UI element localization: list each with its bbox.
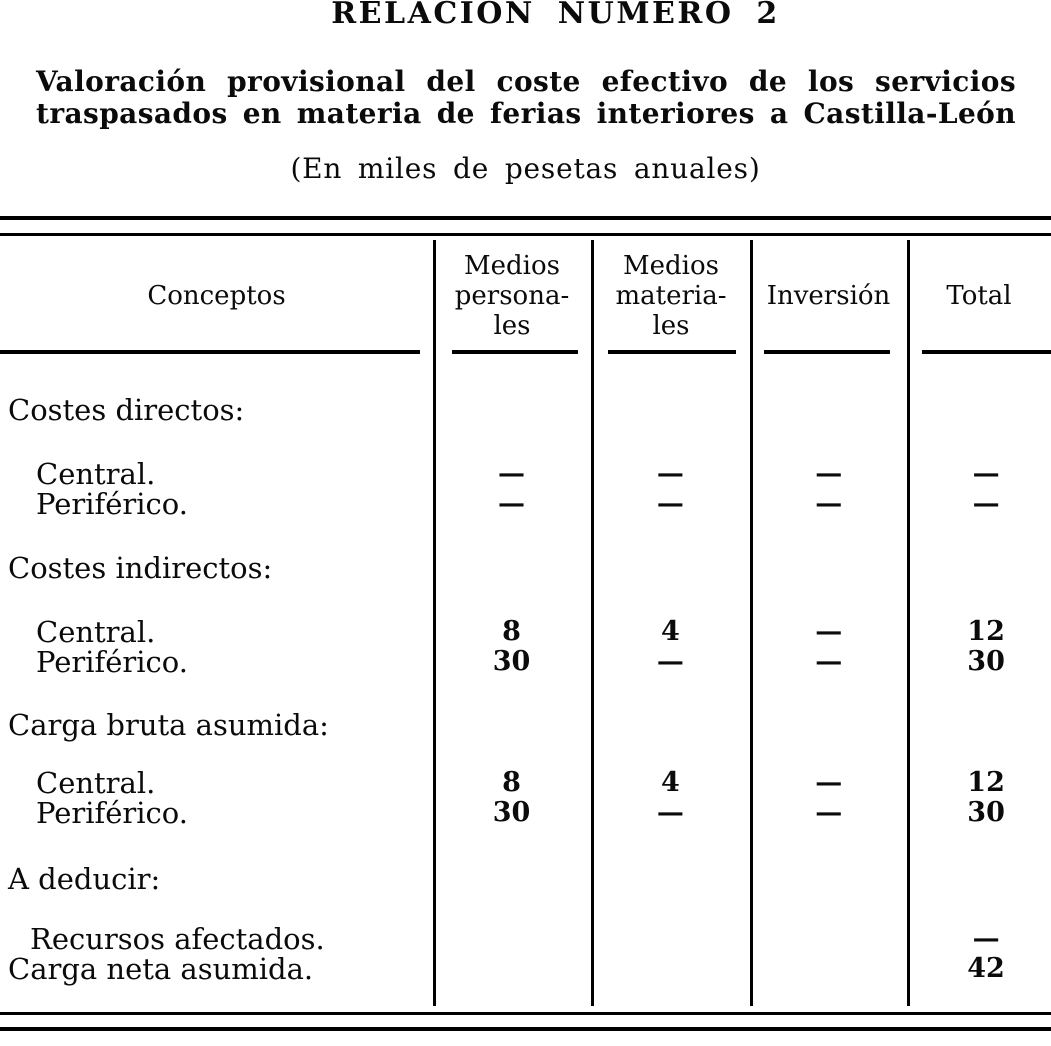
table-row: Central. 8 4 — 12 [0, 615, 1051, 649]
column-divider-4 [907, 240, 910, 1006]
section-heading-a-deducir: A deducir: [8, 862, 161, 896]
table-row: Recursos afectados. — [0, 922, 1051, 956]
table-row: Periférico. 30 — — 30 [0, 645, 1051, 679]
cell-medios-materiales [590, 954, 750, 984]
row-label: Periférico. [36, 487, 188, 521]
row-label: Recursos afectados. [30, 922, 325, 956]
cell-inversion [750, 954, 907, 984]
cell-medios-materiales: — [656, 458, 684, 489]
cell-total: 12 [967, 616, 1005, 647]
cell-inversion [750, 924, 907, 954]
cell-total: — [972, 458, 1000, 489]
section-heading-costes-directos: Costes directos: [8, 393, 245, 427]
header-total: Total [946, 281, 1012, 311]
cell-total: 42 [967, 953, 1005, 984]
header-conceptos: Conceptos [147, 281, 286, 311]
cell-inversion: — [815, 616, 843, 647]
row-label: Central. [36, 615, 156, 649]
header-medios-personales-line-3: les [493, 311, 531, 341]
header-underline-inversion [764, 350, 890, 354]
cell-total: 30 [967, 646, 1005, 677]
header-inversion: Inversión [766, 281, 891, 311]
column-divider-3 [750, 240, 753, 1006]
header-underline-total [922, 350, 1051, 354]
cell-inversion: — [815, 767, 843, 798]
section-heading-carga-bruta: Carga bruta asumida: [8, 708, 329, 742]
table-row: Central. — — — — [0, 457, 1051, 491]
row-label: Carga neta asumida. [8, 952, 314, 986]
table-row: Central. 8 4 — 12 [0, 766, 1051, 800]
cell-inversion: — [815, 458, 843, 489]
cell-medios-personales: — [498, 488, 526, 519]
cell-medios-personales: — [498, 458, 526, 489]
column-divider-2 [591, 240, 594, 1006]
header-medios-materiales: Medios materia- les [591, 251, 751, 341]
cell-medios-personales [433, 924, 591, 954]
header-underline-medios-materiales [608, 350, 736, 354]
cell-total: — [972, 488, 1000, 519]
table-bottom-double-rule [0, 1012, 1051, 1031]
cell-inversion: — [815, 488, 843, 519]
header-medios-personales-line-1: Medios [464, 251, 560, 281]
table-top-double-rule [0, 216, 1051, 236]
document-subtitle: Valoración provisional del coste efectiv… [36, 66, 1016, 130]
cell-medios-materiales: — [656, 797, 684, 828]
table-row: Periférico. 30 — — 30 [0, 796, 1051, 830]
row-label: Central. [36, 766, 156, 800]
cell-total: 12 [967, 767, 1005, 798]
document-title: RELACIÓN NUMERO 2 [331, 0, 780, 31]
cell-inversion: — [815, 797, 843, 828]
table-row: Carga neta asumida. 42 [0, 952, 1051, 986]
unit-note: (En miles de pesetas anuales) [290, 152, 761, 185]
header-underline-conceptos [0, 350, 420, 354]
cell-medios-materiales: — [656, 488, 684, 519]
cell-total: — [972, 923, 1000, 954]
cell-total: 30 [967, 797, 1005, 828]
header-medios-personales-line-2: persona- [454, 281, 570, 311]
column-divider-1 [433, 240, 436, 1006]
cell-medios-materiales: 4 [660, 616, 680, 647]
cell-medios-personales [433, 954, 591, 984]
header-medios-materiales-line-1: Medios [623, 251, 719, 281]
cell-inversion: — [815, 646, 843, 677]
cell-medios-personales: 30 [492, 797, 531, 828]
row-label: Central. [36, 457, 156, 491]
row-label: Periférico. [36, 645, 188, 679]
cell-medios-materiales: 4 [660, 767, 680, 798]
cell-medios-materiales [590, 924, 750, 954]
table-row: Periférico. — — — — [0, 487, 1051, 521]
cell-medios-personales: 8 [502, 767, 521, 798]
header-medios-materiales-line-3: les [652, 311, 690, 341]
cell-medios-materiales: — [656, 646, 684, 677]
header-underline-medios-personales [452, 350, 578, 354]
header-medios-materiales-line-2: materia- [615, 281, 727, 311]
row-label: Periférico. [36, 796, 188, 830]
cell-medios-personales: 30 [492, 646, 531, 677]
section-heading-costes-indirectos: Costes indirectos: [8, 551, 273, 585]
subtitle-line-2: traspasados en materia de ferias interio… [36, 97, 1016, 130]
cell-medios-personales: 8 [502, 616, 521, 647]
header-medios-personales: Medios persona- les [433, 251, 591, 341]
subtitle-line-1: Valoración provisional del coste efectiv… [36, 65, 1016, 98]
